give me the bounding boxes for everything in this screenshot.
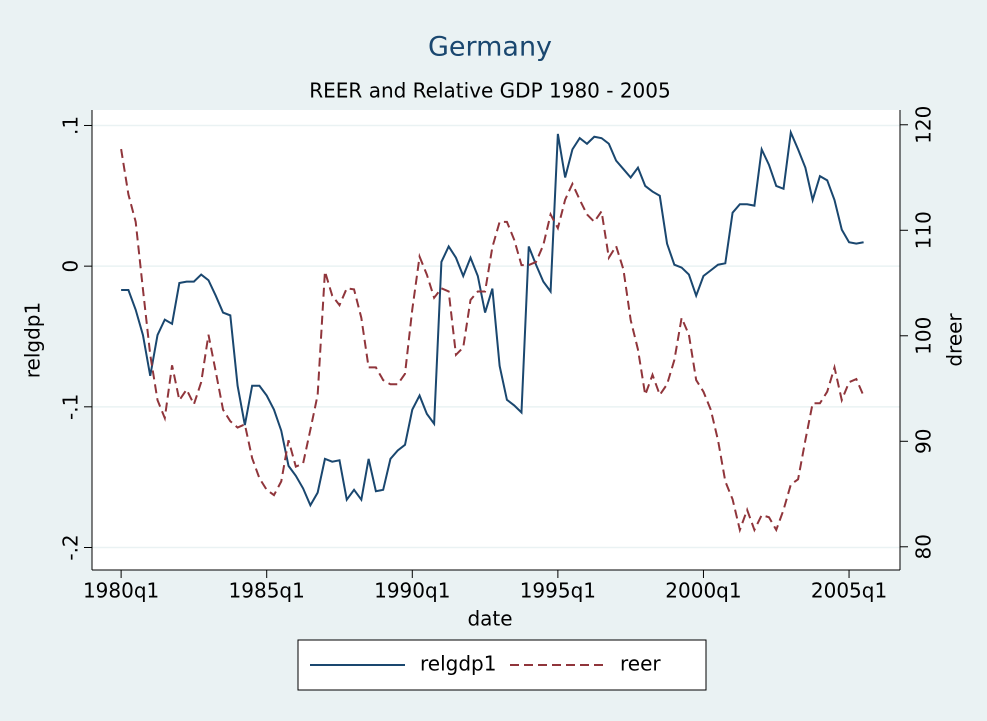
y-tick-label: -.2 xyxy=(59,534,83,560)
y-tick-label: -.1 xyxy=(59,394,83,420)
chart-title: Germany xyxy=(428,32,552,63)
x-axis-title: date xyxy=(467,607,512,631)
y-axis-title: relgdp1 xyxy=(21,302,45,378)
y2-axis-title: dreer xyxy=(943,313,967,367)
legend-label: relgdp1 xyxy=(420,652,496,676)
x-tick-label: 1985q1 xyxy=(229,579,305,603)
y2-tick-label: 120 xyxy=(912,106,936,144)
chart-subtitle: REER and Relative GDP 1980 - 2005 xyxy=(309,79,670,103)
y2-tick-label: 110 xyxy=(912,211,936,249)
series-line xyxy=(121,128,864,508)
x-tick-label: 2000q1 xyxy=(665,579,741,603)
x-tick-label: 1990q1 xyxy=(374,579,450,603)
y-tick-label: 0 xyxy=(59,260,83,273)
plot-region xyxy=(92,110,900,570)
y-tick-label: .1 xyxy=(59,116,83,135)
x-tick-label: 2005q1 xyxy=(811,579,887,603)
y2-tick-label: 90 xyxy=(912,429,936,454)
x-tick-label: 1995q1 xyxy=(520,579,596,603)
x-tick-label: 1980q1 xyxy=(83,579,159,603)
y2-tick-label: 80 xyxy=(912,534,936,559)
legend-label: reer xyxy=(620,652,661,676)
y2-tick-label: 100 xyxy=(912,317,936,355)
series-line xyxy=(120,148,865,534)
